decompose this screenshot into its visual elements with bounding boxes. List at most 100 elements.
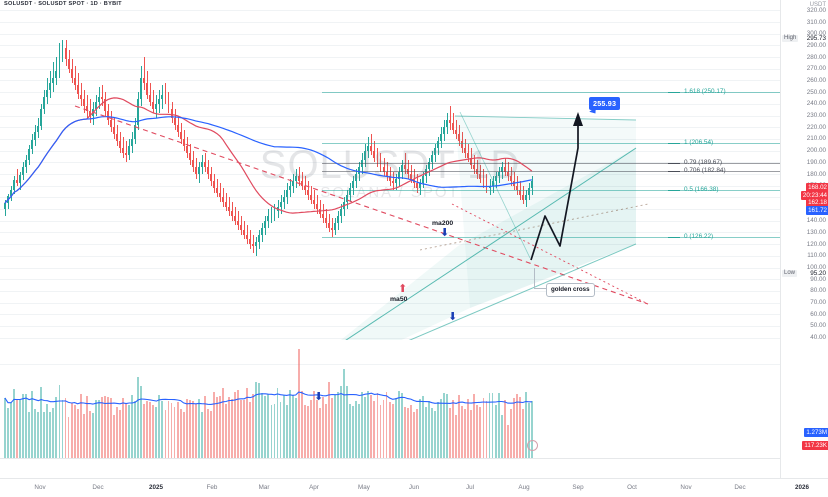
candle-body xyxy=(312,199,315,205)
volume-bar xyxy=(34,409,37,458)
volume-bar xyxy=(524,392,527,458)
candle-body xyxy=(79,94,82,100)
volume-bar xyxy=(13,389,15,458)
volume-bar xyxy=(500,414,503,458)
ma50-arrow-up-icon: ⬆ xyxy=(398,283,408,295)
fib-dash-0 xyxy=(668,236,680,238)
candle-body xyxy=(55,71,58,79)
marker-arrow-down-icon-2: ⬇ xyxy=(314,391,324,403)
volume-bar xyxy=(527,402,530,458)
volume-bar xyxy=(331,398,333,458)
price-tag-countdown[interactable]: 20:23:44 xyxy=(800,190,828,200)
price-target-callout[interactable]: 255.93 xyxy=(589,97,621,110)
volume-bar xyxy=(46,404,49,458)
volume-bar xyxy=(458,395,461,458)
candle-body xyxy=(176,124,179,132)
price-tag-ma-red[interactable]: 162.18 xyxy=(806,198,828,207)
price-tag-ma-blue[interactable]: 161.72 xyxy=(806,205,828,215)
gridline xyxy=(0,103,780,105)
volume-bar xyxy=(225,403,227,458)
price-tick: 190.00 xyxy=(806,158,826,166)
volume-bar xyxy=(206,409,209,458)
time-tick: Mar xyxy=(258,484,270,491)
volume-bar xyxy=(449,407,452,458)
price-pane[interactable]: SOLUSDT 1D SOLANA / SPOT xyxy=(0,8,780,340)
candle-body xyxy=(225,202,227,207)
volume-bar xyxy=(203,396,206,458)
gridline xyxy=(0,138,780,140)
volume-tag-volume-last[interactable]: 117.23K xyxy=(802,441,828,450)
candle-body xyxy=(521,195,524,200)
volume-bar xyxy=(397,391,400,458)
candle-body xyxy=(364,150,367,160)
candle-body xyxy=(52,78,55,83)
candle-body xyxy=(125,152,128,156)
golden-cross-note[interactable]: golden cross xyxy=(546,283,595,297)
volume-bar xyxy=(521,409,524,458)
volume-bar xyxy=(100,397,103,458)
fib-dash-1.618 xyxy=(668,91,680,93)
price-tick: 130.00 xyxy=(806,228,826,236)
volume-pane[interactable]: ⬇ xyxy=(0,340,780,458)
candle-body xyxy=(440,134,442,142)
price-tick: 230.00 xyxy=(806,112,826,120)
candle-wick xyxy=(101,85,103,107)
candle-body xyxy=(37,126,40,132)
time-scale[interactable]: Nov Dec 2025 Feb Mar Apr May Jun Jul Aug Sep Oct Nov… xyxy=(0,478,828,497)
candle-body xyxy=(382,166,385,172)
price-tick: 280.00 xyxy=(806,53,826,61)
volume-bar xyxy=(443,392,446,458)
volume-bar xyxy=(37,411,40,458)
candle-body xyxy=(167,99,170,109)
candle-wick xyxy=(307,181,309,200)
candle-wick xyxy=(371,134,373,156)
volume-bar xyxy=(161,400,164,458)
candle-body xyxy=(149,94,152,102)
price-tag-last-price-red[interactable]: 168.02 xyxy=(806,183,828,192)
candle-wick xyxy=(450,106,452,130)
candle-body xyxy=(306,190,309,196)
volume-bar xyxy=(31,390,34,458)
volume-bar xyxy=(328,382,330,458)
volume-bar xyxy=(122,397,124,458)
volume-bar xyxy=(506,425,509,458)
candle-wick xyxy=(328,213,330,233)
volume-bar xyxy=(325,404,327,458)
candle-body xyxy=(100,96,103,100)
volume-bar xyxy=(19,399,22,458)
candle-body xyxy=(267,216,270,221)
candle-body xyxy=(418,183,421,189)
volume-bar xyxy=(300,390,303,458)
candle-wick xyxy=(319,199,321,219)
candle-body xyxy=(46,89,49,97)
price-scale[interactable]: USDT 320.00 310.00 300.00 290.00 280.00 270.0… xyxy=(780,0,828,478)
volume-bar xyxy=(43,411,46,458)
volume-bar xyxy=(91,413,94,458)
candle-wick xyxy=(219,183,221,203)
volume-bar xyxy=(440,398,442,458)
candle-wick xyxy=(165,82,167,104)
candle-wick xyxy=(222,188,224,207)
candle-body xyxy=(352,181,355,188)
candle-body xyxy=(182,138,185,146)
candle-body xyxy=(19,175,22,184)
candle-body xyxy=(367,145,370,151)
candle-body xyxy=(243,230,246,235)
candle-body xyxy=(482,178,485,184)
volume-bar xyxy=(128,405,131,458)
candle-body xyxy=(455,129,458,135)
volume-bar xyxy=(255,381,258,458)
high-marker-value: 295.73 xyxy=(806,35,826,43)
volume-bar xyxy=(306,405,309,458)
candle-body xyxy=(331,227,333,231)
drawing-layer-foreground xyxy=(4,97,649,340)
time-tick: Feb xyxy=(206,484,218,491)
candle-body xyxy=(497,171,500,177)
volume-tag-volume-ma[interactable]: 1.273M xyxy=(804,428,828,437)
price-tick: 310.00 xyxy=(806,18,826,26)
volume-bar xyxy=(315,400,318,458)
candle-wick xyxy=(316,195,318,214)
volume-bar xyxy=(282,395,285,458)
volume-bar xyxy=(212,392,215,458)
candle-body xyxy=(334,223,336,231)
